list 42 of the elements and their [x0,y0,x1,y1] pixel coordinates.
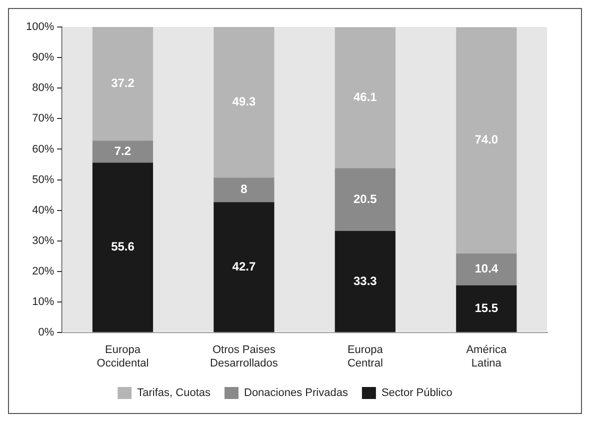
x-tick-label: Europa Central [347,344,384,370]
data-label: 8 [240,182,248,196]
data-label: 7.2 [114,144,132,158]
bar [214,202,274,332]
bar [334,27,396,168]
x-tick-label: Otros Paises Desarrollados [210,344,278,370]
y-tick-label: 50% [32,174,54,186]
bar [92,140,154,163]
y-tick-label: 10% [32,296,54,308]
data-label: 46.1 [353,90,378,104]
bar [334,230,396,332]
bar [214,178,274,202]
data-label: 55.6 [111,240,135,254]
bar [92,27,154,141]
bar [334,168,396,231]
data-label: 10.4 [474,262,498,276]
data-label: 15.5 [474,300,498,315]
y-tick-label: 90% [32,52,54,64]
legend-label: Tarifas, Cuotas [137,387,211,400]
data-label: 33.3 [353,274,378,288]
y-tick-label: 30% [32,234,54,247]
data-label: 49.3 [232,94,256,109]
x-tick-label: Europa Occidental [96,344,149,370]
bar [456,285,517,332]
y-tick-label: 100% [26,21,54,34]
y-tick-label: 60% [32,143,54,156]
y-tick-label: 0% [38,326,54,339]
legend-label: Sector Público [381,387,452,400]
bar [456,27,517,254]
y-tick-label: 70% [32,112,54,125]
legend-label: Donaciones Privadas [244,387,348,400]
x-tick-label: América Latina [466,344,508,370]
data-label: 37.2 [111,76,135,90]
y-tick-label: 80% [32,82,54,94]
bar [456,253,517,286]
data-label: 74.0 [474,132,498,147]
data-label: 20.5 [353,192,378,206]
y-tick-label: 20% [32,266,54,278]
bar [92,162,154,332]
y-tick-label: 40% [32,204,54,216]
data-label: 42.7 [232,259,256,274]
bar [214,27,274,178]
